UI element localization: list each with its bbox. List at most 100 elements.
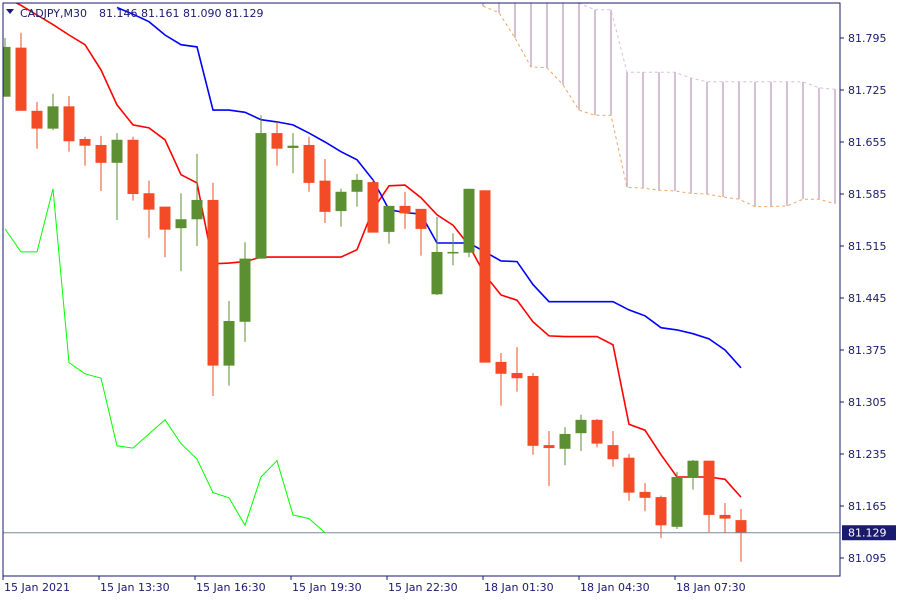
candle-body — [303, 144, 315, 183]
candle-body — [367, 182, 379, 233]
kijun-line — [116, 6, 742, 369]
candle-body — [47, 106, 59, 129]
candle-body — [223, 321, 235, 366]
candle — [527, 373, 539, 455]
candle — [335, 188, 347, 227]
y-tick-label: 81.445 — [848, 292, 887, 305]
candle — [287, 133, 299, 174]
candle — [47, 93, 59, 131]
chikou-line — [4, 188, 326, 534]
candle-body — [591, 419, 603, 444]
candle-body — [335, 191, 347, 212]
x-tick-label: 18 Jan 01:30 — [484, 581, 554, 594]
candle-body — [655, 497, 667, 526]
ichimoku-cloud — [482, 3, 836, 208]
senkou-a-line — [482, 5, 836, 208]
candle — [143, 180, 155, 238]
candle — [31, 101, 43, 149]
candle — [399, 191, 411, 229]
x-tick-label: 15 Jan 19:30 — [292, 581, 362, 594]
price-axis[interactable]: 81.795 81.725 81.655 81.585 81.515 81.445 81.3… — [840, 32, 887, 565]
candle — [3, 38, 11, 97]
candle-body — [687, 460, 699, 478]
candle — [719, 503, 731, 533]
candle-body — [351, 179, 363, 192]
last-price-box — [842, 525, 896, 541]
candle — [639, 482, 651, 512]
candle-body — [479, 190, 491, 363]
candle-body — [175, 219, 187, 229]
candle — [687, 459, 699, 490]
time-axis[interactable]: 15 Jan 2021 15 Jan 13:30 15 Jan 16:30 15 Ja… — [2, 576, 746, 594]
candle — [415, 208, 427, 256]
candle-body — [623, 457, 635, 493]
candle — [623, 454, 635, 501]
y-tick-label: 81.795 — [848, 32, 887, 45]
candle — [351, 173, 363, 207]
y-tick-label: 81.095 — [848, 552, 887, 565]
candle-body — [95, 144, 107, 163]
candle-body — [319, 180, 331, 212]
candle-body — [431, 251, 443, 295]
candle — [575, 414, 587, 452]
candle-body — [463, 188, 475, 253]
candle — [607, 430, 619, 467]
candle-body — [447, 251, 459, 254]
y-tick-label: 81.165 — [848, 500, 887, 513]
chart-header: CADJPY,M30 81.146 81.161 81.090 81.129 — [6, 7, 263, 20]
x-tick-label: 15 Jan 13:30 — [100, 581, 170, 594]
candle-body — [191, 199, 203, 220]
x-tick-label: 18 Jan 04:30 — [580, 581, 650, 594]
candle — [127, 136, 139, 201]
candle — [255, 115, 267, 259]
candle — [207, 182, 219, 397]
candle-body — [15, 47, 27, 111]
candle — [303, 136, 315, 192]
candle — [95, 136, 107, 192]
dropdown-triangle-icon[interactable] — [6, 9, 14, 14]
candle — [431, 217, 443, 296]
candle — [191, 153, 203, 247]
candle-body — [271, 133, 283, 149]
y-tick-label: 81.725 — [848, 84, 887, 97]
candle — [239, 242, 251, 342]
candle — [543, 430, 555, 486]
candle-body — [527, 376, 539, 446]
candle — [735, 508, 747, 562]
x-tick-label: 15 Jan 2021 — [4, 581, 70, 594]
y-tick-label: 81.305 — [848, 396, 887, 409]
candle — [319, 159, 331, 223]
candle-body — [3, 46, 11, 97]
y-tick-label: 81.585 — [848, 188, 887, 201]
candle-body — [415, 208, 427, 229]
symbol-label: CADJPY,M30 — [20, 7, 87, 20]
candle — [367, 179, 379, 233]
candle-body — [287, 145, 299, 148]
y-tick-label: 81.655 — [848, 136, 887, 149]
candle — [559, 427, 571, 466]
candle — [463, 188, 475, 258]
x-tick-label: 18 Jan 07:30 — [676, 581, 746, 594]
last-price-label: 81.129 — [842, 525, 896, 541]
candle — [671, 471, 683, 530]
candle — [495, 352, 507, 406]
candle-body — [399, 205, 411, 214]
candle — [447, 233, 459, 266]
candle-body — [111, 139, 123, 163]
candle-body — [239, 258, 251, 322]
tenkan-line — [14, 3, 742, 498]
candle-body — [79, 139, 91, 146]
indicator-lines — [4, 3, 742, 534]
y-tick-label: 81.235 — [848, 448, 887, 461]
candle — [591, 419, 603, 448]
candle — [223, 300, 235, 386]
candle-body — [255, 133, 267, 259]
candle-body — [703, 460, 715, 515]
candle — [511, 347, 523, 392]
candle — [159, 206, 171, 258]
candle-body — [607, 445, 619, 460]
candle — [63, 95, 75, 152]
candle-body — [559, 433, 571, 449]
candle-body — [143, 193, 155, 210]
